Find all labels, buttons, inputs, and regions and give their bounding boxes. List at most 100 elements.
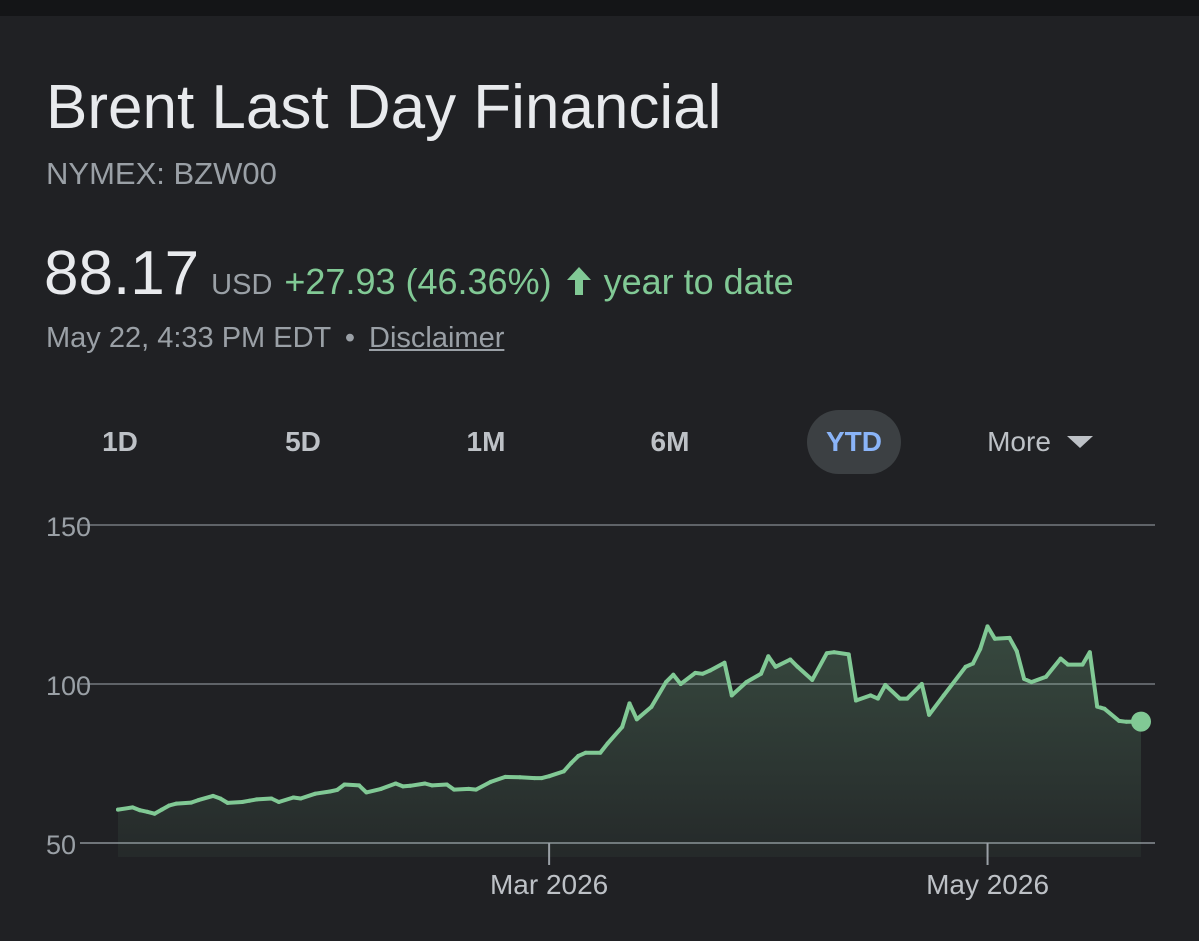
range-1m[interactable]: 1M (466, 426, 506, 457)
data-point (1095, 704, 1100, 709)
more-label: More (987, 426, 1051, 457)
data-point (970, 661, 975, 666)
data-point (824, 651, 829, 656)
data-point (905, 696, 910, 701)
ticker-symbol: NYMEX: BZW00 (46, 156, 277, 191)
current-price: 88.17 (44, 239, 200, 308)
data-point (211, 793, 215, 798)
data-point (627, 701, 632, 706)
data-point (569, 761, 573, 766)
data-point (116, 807, 120, 812)
y-tick-label: 50 (46, 830, 76, 860)
data-point (167, 803, 172, 808)
range-5d[interactable]: 5D (285, 426, 321, 457)
data-point (189, 800, 194, 805)
data-point (1124, 719, 1129, 724)
data-point (291, 795, 296, 800)
page-title: Brent Last Day Financial (46, 73, 722, 142)
data-point (707, 668, 712, 673)
data-point (766, 654, 771, 659)
data-point (744, 680, 749, 685)
x-tick-label: Mar 2026 (490, 869, 608, 900)
data-point (1102, 706, 1107, 711)
data-point (897, 696, 902, 701)
data-point (678, 682, 683, 686)
data-point (247, 798, 252, 803)
data-point (466, 786, 471, 791)
range-1d[interactable]: 1D (102, 426, 138, 457)
data-point (963, 664, 968, 669)
data-point (145, 809, 150, 814)
data-point (729, 693, 734, 698)
data-point (517, 775, 522, 780)
data-point (773, 664, 778, 669)
data-point (532, 776, 537, 781)
data-point (254, 797, 259, 802)
price-change: +27.93 (46.36%) (284, 261, 552, 302)
data-point (269, 796, 274, 801)
data-point (547, 774, 552, 779)
data-point (335, 787, 340, 792)
data-point (810, 677, 815, 682)
data-point (342, 782, 347, 787)
data-point (196, 798, 201, 803)
data-point (671, 672, 676, 677)
data-point (357, 783, 362, 788)
currency-label: USD (211, 269, 273, 301)
data-point (788, 657, 793, 662)
data-point (364, 790, 369, 795)
data-point (1014, 649, 1019, 654)
data-point (978, 647, 983, 651)
data-point (919, 682, 924, 686)
data-point (474, 787, 478, 792)
data-point (240, 800, 245, 804)
data-point (444, 782, 449, 787)
data-point (1058, 656, 1063, 661)
data-point (875, 696, 880, 701)
data-point (452, 787, 457, 792)
data-point (379, 786, 384, 791)
data-point (488, 779, 493, 784)
data-point (634, 717, 639, 722)
data-point (1007, 635, 1012, 640)
data-point (1044, 674, 1048, 679)
data-point (854, 698, 858, 703)
current-price-marker (1131, 711, 1151, 732)
data-point (1065, 662, 1070, 667)
y-tick-label: 150 (46, 512, 91, 542)
x-tick-label: May 2026 (926, 869, 1049, 900)
range-ytd[interactable]: YTD (807, 410, 901, 474)
price-area (118, 626, 1141, 857)
data-point (539, 776, 544, 781)
data-point (218, 796, 223, 801)
data-point (408, 783, 413, 788)
data-point (401, 784, 405, 789)
top-bar (0, 0, 1199, 16)
data-point (722, 660, 727, 665)
data-point (846, 652, 851, 657)
data-point (985, 624, 990, 629)
data-point (561, 769, 566, 774)
data-point (422, 781, 427, 786)
data-point (174, 801, 179, 806)
data-point (130, 805, 135, 810)
timestamp: May 22, 4:33 PM EDT (46, 322, 331, 354)
range-more-dropdown[interactable]: More (960, 410, 1120, 474)
price-chart: 150 100 50 Mar 2026 May 2026 (46, 512, 1155, 900)
range-6m[interactable]: 6M (650, 426, 690, 457)
data-point (276, 800, 281, 804)
disclaimer-link[interactable]: Disclaimer (369, 322, 505, 354)
data-point (225, 800, 230, 805)
arrow-up-icon (566, 266, 592, 296)
data-point (700, 671, 705, 676)
data-point (137, 808, 142, 813)
data-point (883, 683, 888, 687)
data-point (313, 791, 318, 796)
y-tick-label: 100 (46, 671, 91, 701)
data-point (327, 789, 332, 794)
caret-down-icon (1066, 435, 1093, 448)
quote-meta: May 22, 4:33 PM EDT • Disclaimer (46, 322, 504, 355)
data-point (605, 741, 610, 746)
data-point (576, 753, 581, 758)
data-point (992, 636, 997, 641)
